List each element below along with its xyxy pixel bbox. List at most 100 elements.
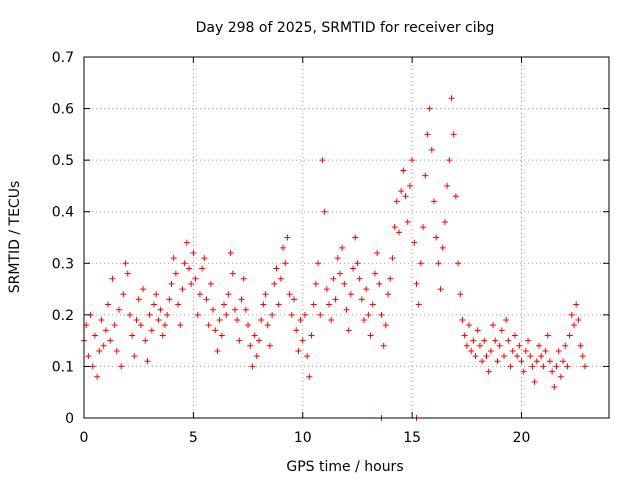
data-point — [505, 337, 512, 344]
data-point — [538, 353, 545, 360]
data-point — [301, 311, 308, 318]
data-point — [571, 322, 577, 329]
data-point — [374, 249, 381, 256]
data-point — [411, 239, 418, 246]
y-tick-label: 0.6 — [52, 102, 74, 118]
data-point — [566, 332, 573, 339]
data-point — [435, 260, 442, 267]
data-point — [536, 342, 542, 349]
data-point — [146, 311, 153, 318]
data-point — [238, 296, 245, 303]
data-point — [441, 219, 448, 226]
y-tick-label: 0 — [65, 411, 74, 427]
data-point — [527, 353, 534, 360]
chart-title: Day 298 of 2025, SRMTID for receiver cib… — [196, 20, 495, 36]
data-point — [94, 373, 101, 380]
data-point — [404, 219, 411, 226]
data-point — [459, 317, 466, 324]
data-point — [137, 322, 144, 329]
data-point — [161, 322, 168, 329]
data-point — [214, 347, 221, 354]
data-point — [330, 275, 337, 282]
data-point — [179, 286, 186, 293]
y-tick-label: 0.2 — [52, 308, 74, 324]
data-point — [317, 311, 324, 318]
data-point — [468, 347, 475, 354]
data-point — [581, 363, 588, 370]
data-point — [511, 332, 518, 339]
data-point — [450, 131, 457, 138]
data-point — [461, 332, 468, 339]
data-point — [262, 291, 269, 298]
data-point — [551, 384, 558, 391]
data-point — [463, 342, 470, 349]
y-tick-label: 0.3 — [52, 256, 74, 272]
data-point — [507, 363, 514, 370]
data-point — [470, 337, 477, 344]
data-point — [409, 157, 416, 164]
data-point — [251, 332, 258, 339]
data-point — [159, 332, 166, 339]
data-point — [389, 255, 396, 262]
data-point — [522, 347, 529, 354]
x-tick-label: 20 — [513, 430, 531, 446]
data-point — [236, 337, 243, 344]
data-point — [382, 322, 389, 329]
data-point — [361, 317, 367, 324]
y-tick-label: 0.7 — [52, 50, 74, 66]
data-point — [133, 317, 140, 324]
data-point — [439, 244, 446, 251]
data-point — [485, 368, 492, 375]
data-point — [245, 322, 252, 329]
data-point — [177, 322, 184, 329]
data-point — [227, 249, 234, 256]
data-point — [240, 275, 247, 282]
data-point — [577, 342, 584, 349]
data-point — [356, 275, 363, 282]
data-point — [297, 317, 304, 324]
data-point — [487, 347, 494, 354]
data-point — [264, 322, 271, 329]
data-point — [341, 280, 348, 287]
data-point — [336, 270, 343, 277]
data-point — [170, 255, 177, 262]
data-point — [380, 342, 387, 349]
data-point — [334, 255, 341, 262]
data-point — [371, 270, 378, 277]
data-point — [111, 322, 118, 329]
data-point — [166, 296, 173, 303]
data-point — [424, 131, 431, 138]
data-point — [181, 260, 188, 267]
data-point — [212, 327, 219, 334]
data-point — [321, 208, 328, 215]
data-point — [365, 311, 372, 318]
data-point — [481, 337, 488, 344]
data-point — [420, 224, 427, 231]
data-point — [126, 311, 133, 318]
data-points — [81, 95, 588, 421]
data-point — [85, 353, 92, 360]
data-point — [444, 182, 451, 189]
data-point — [516, 342, 523, 349]
data-point — [124, 270, 131, 277]
data-point — [358, 296, 365, 303]
data-point — [476, 342, 483, 349]
data-point — [446, 157, 453, 164]
data-point — [122, 260, 129, 267]
data-point — [437, 286, 444, 293]
data-point — [575, 317, 582, 324]
data-point — [256, 337, 262, 344]
data-point — [144, 358, 151, 365]
data-point — [367, 332, 374, 339]
data-point — [242, 306, 249, 313]
data-point — [269, 311, 276, 318]
data-point — [428, 146, 435, 153]
data-point — [520, 368, 527, 375]
data-point — [194, 311, 201, 318]
data-point — [282, 260, 289, 267]
data-point — [426, 105, 433, 112]
data-point — [231, 306, 238, 313]
data-point — [140, 286, 147, 293]
data-point — [490, 322, 497, 329]
data-point — [312, 280, 319, 287]
